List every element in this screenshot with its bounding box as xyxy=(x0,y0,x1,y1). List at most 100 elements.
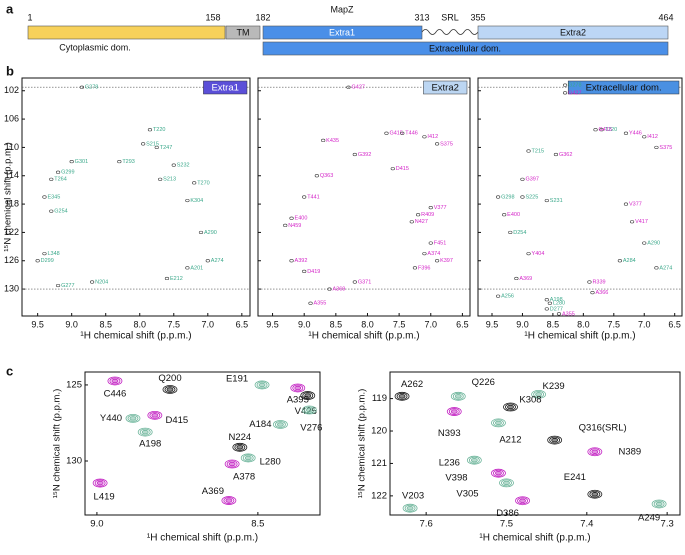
peak xyxy=(321,138,326,142)
contour xyxy=(254,380,270,390)
peak xyxy=(141,142,146,146)
contour xyxy=(292,384,304,392)
peak-label: T293 xyxy=(122,159,135,165)
contour xyxy=(452,392,464,400)
peak-label: S231 xyxy=(550,198,563,204)
y-tick-label: 126 xyxy=(4,255,19,265)
contour xyxy=(589,448,601,456)
title-box xyxy=(567,80,680,95)
extra2-bar xyxy=(477,25,669,40)
peak xyxy=(300,391,316,400)
x-tick-label: 7.0 xyxy=(638,319,651,329)
peak xyxy=(314,174,319,178)
peak xyxy=(502,213,507,217)
cytoplasmic-bar xyxy=(27,25,226,40)
peak xyxy=(642,241,647,245)
peak-label: S215 xyxy=(146,141,159,147)
contour xyxy=(303,406,315,414)
extra1-bar xyxy=(262,25,423,40)
peak-label: A290 xyxy=(647,240,660,246)
peak xyxy=(526,252,531,256)
peak-label: L348 xyxy=(47,251,59,257)
peak-label: F396 xyxy=(418,265,431,271)
contour xyxy=(258,382,266,388)
segment-label: SRL xyxy=(441,12,459,22)
peak-label: F451 xyxy=(434,240,447,246)
contour xyxy=(149,411,161,419)
peak xyxy=(107,376,123,386)
y-tick-label: 120 xyxy=(371,426,387,437)
peak xyxy=(409,220,414,224)
peak xyxy=(290,383,306,393)
peak-label: A212 xyxy=(499,434,521,445)
peak-label: A249 xyxy=(638,512,660,523)
title-box xyxy=(203,80,248,95)
y-tick-label: 110 xyxy=(5,142,19,152)
residue-number: 182 xyxy=(255,12,270,22)
peak-label: A366 xyxy=(595,290,608,296)
plot-frame xyxy=(477,77,683,317)
peak-label: A395 xyxy=(287,394,309,405)
peak xyxy=(346,85,351,89)
peak xyxy=(503,402,518,412)
peak-label: A355 xyxy=(562,311,575,317)
contour xyxy=(450,391,466,401)
peak-label: T441 xyxy=(307,194,320,200)
peak xyxy=(198,230,204,235)
peak xyxy=(162,385,178,394)
contour xyxy=(96,480,104,486)
peak-label: G397 xyxy=(525,177,538,183)
contour xyxy=(256,381,268,389)
peak xyxy=(450,391,466,401)
peak xyxy=(185,266,190,270)
peak-label: N389 xyxy=(618,446,641,457)
contour xyxy=(535,392,543,397)
y-tick-label: 130 xyxy=(66,456,82,467)
peak xyxy=(49,177,54,181)
protein-name: MapZ xyxy=(330,4,354,14)
peak-label: L419 xyxy=(94,492,115,503)
peak-label: D415 xyxy=(165,415,188,426)
contour xyxy=(137,427,153,437)
peak-label: A274 xyxy=(211,258,224,264)
x-tick-label: 9.0 xyxy=(298,319,311,329)
contour xyxy=(166,387,174,392)
peak xyxy=(547,435,563,445)
contour xyxy=(591,449,599,454)
y-axis-label: ¹⁵N chemical shift (p.p.m.) xyxy=(3,142,14,252)
peak xyxy=(301,405,317,415)
peak xyxy=(590,291,595,295)
peak-label: G371 xyxy=(358,279,371,285)
peak-label: V305 xyxy=(456,488,478,499)
plot-frame xyxy=(389,371,681,516)
peak xyxy=(553,152,559,157)
x-tick-label: 8.0 xyxy=(133,319,146,329)
contour xyxy=(396,392,408,400)
peak xyxy=(599,128,604,132)
contour xyxy=(164,386,176,393)
x-axis-label: ¹H chemical shift (p.p.m.) xyxy=(80,331,191,342)
peak-label: E345 xyxy=(47,194,60,200)
chart-title: Extra1 xyxy=(211,83,238,94)
peak xyxy=(400,131,405,135)
contour xyxy=(517,497,528,505)
x-tick-label: 8.5 xyxy=(251,519,264,530)
contour xyxy=(493,419,504,427)
spectrum: 9.0 8.5 125 130 ¹H chemical shift (p.p.m.) ¹⁵… xyxy=(52,371,322,544)
plot-frame xyxy=(257,77,471,317)
chart-title: Extra2 xyxy=(431,83,458,94)
peak xyxy=(390,167,395,171)
segment-label: Extra2 xyxy=(560,27,586,37)
peak-label: I412 xyxy=(427,134,438,140)
contour xyxy=(466,455,482,465)
peak-label: G301 xyxy=(75,159,88,165)
spectrum: 9.5 9.0 8.5 8.0 7.5 7.0 6.5 ¹H chemical shift (… xyxy=(477,77,683,342)
contour xyxy=(162,385,178,394)
peak xyxy=(232,442,248,452)
y-tick-label: 130 xyxy=(4,283,19,293)
peak-label: D419 xyxy=(307,269,320,275)
peak xyxy=(384,131,389,135)
peak-label: S213 xyxy=(163,177,176,183)
x-axis-label: ¹H chemical shift (p.p.m.) xyxy=(308,331,419,342)
peak xyxy=(547,301,552,305)
